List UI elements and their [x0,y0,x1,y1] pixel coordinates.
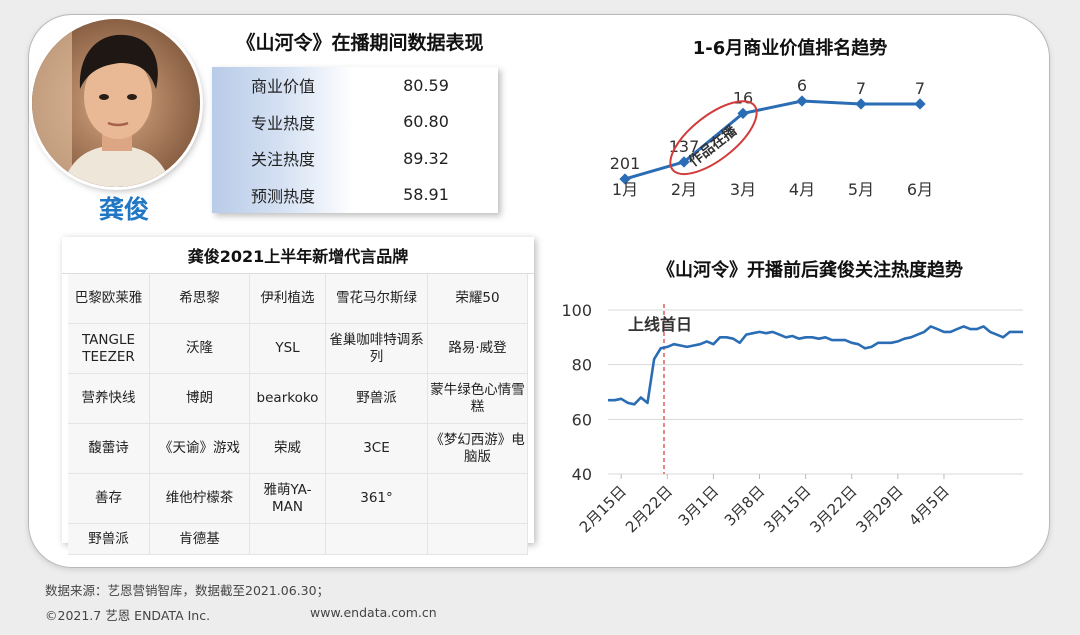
heat-x-tick-label: 2月15日 [576,482,630,536]
brand-cell: TANGLE TEEZER [68,324,150,374]
rank-x-tick-label: 2月 [671,180,697,199]
brand-table: 龚俊2021上半年新增代言品牌 巴黎欧莱雅 希思黎 伊利植选 雪花马尔斯绿 荣耀50 TA… [62,237,534,555]
brand-cell [250,524,326,555]
metric-row: 关注热度 89.32 [212,140,498,177]
brand-cell: 巴黎欧莱雅 [68,274,150,324]
rank-x-tick-label: 4月 [789,180,815,199]
portrait-image [32,19,200,187]
brand-cell: 沃隆 [150,324,250,374]
heat-y-tick-label: 80 [572,356,592,375]
brand-cell: 伊利植选 [250,274,326,324]
performance-table: 商业价值 80.59 专业热度 60.80 关注热度 89.32 预测热度 58… [212,67,498,213]
metric-label: 商业价值 [250,77,315,97]
rank-data-label: 16 [733,88,753,107]
brand-cell: 雪花马尔斯绿 [326,274,428,324]
rank-x-tick-label: 3月 [730,180,756,199]
brand-cell: 野兽派 [326,374,428,424]
footer-source: 数据来源：艺恩营销智库，数据截至2021.06.30； [45,583,330,598]
heat-annotation: 上线首日 [628,315,692,334]
brand-cell: 希思黎 [150,274,250,324]
brand-cell: 馥蕾诗 [68,424,150,474]
metric-label: 关注热度 [250,150,315,170]
rank-data-label: 201 [610,154,641,173]
brand-cell: 博朗 [150,374,250,424]
avatar [32,19,200,187]
heat-x-tick-label: 3月15日 [760,482,814,536]
metric-label: 专业热度 [250,113,315,133]
heat-y-tick-label: 60 [572,410,592,429]
metric-label: 预测热度 [250,186,315,206]
brand-cell: 善存 [68,474,150,524]
brand-cell: 雀巢咖啡特调系列 [326,324,428,374]
rank-data-label: 137 [669,137,700,156]
heat-x-tick-label: 3月29日 [852,482,906,536]
brand-cell [326,524,428,555]
brand-cell: 361° [326,474,428,524]
rank-data-label: 7 [915,79,925,98]
rank-data-label: 6 [797,76,807,95]
brand-cell: 荣耀50 [428,274,528,324]
brand-cell: 《天谕》游戏 [150,424,250,474]
metric-row: 商业价值 80.59 [212,67,498,104]
brand-cell [428,524,528,555]
brand-cell: 野兽派 [68,524,150,555]
person-name: 龚俊 [98,195,149,224]
heat-line [608,325,1023,406]
brand-cell: 蒙牛绿色心情雪糕 [428,374,528,424]
brand-cell: 雅萌YA-MAN [250,474,326,524]
rank-point [914,98,926,110]
metric-row: 预测热度 58.91 [212,177,498,214]
brand-cell: 路易·威登 [428,324,528,374]
performance-title: 《山河令》在播期间数据表现 [236,32,484,54]
heat-x-tick-label: 4月5日 [905,482,952,529]
brand-cell: 荣威 [250,424,326,474]
heat-y-tick-label: 40 [572,465,592,484]
heat-x-tick-label: 3月1日 [675,482,722,529]
brand-cell [428,474,528,524]
metric-value: 60.80 [403,112,449,132]
metric-value: 80.59 [403,75,449,95]
rank-x-tick-label: 1月 [612,180,638,199]
rank-data-label: 7 [856,79,866,98]
heat-chart-title: 《山河令》开播前后龚俊关注热度趋势 [657,260,963,281]
rank-point [796,95,808,107]
brand-cell: bearkoko [250,374,326,424]
heat-chart: 4060801002月15日2月22日3月1日3月8日3月15日3月22日3月2… [561,301,1023,536]
rank-point [678,156,690,168]
footer-website: www.endata.com.cn [310,605,437,620]
rank-x-tick-label: 5月 [848,180,874,199]
brand-cell: 营养快线 [68,374,150,424]
rank-x-tick-label: 6月 [907,180,933,199]
heat-x-tick-label: 2月22日 [622,482,676,536]
metric-value: 58.91 [403,185,449,205]
footer-copyright: ©2021.7 艺恩 ENDATA Inc. [45,608,211,623]
brand-cell: 3CE [326,424,428,474]
annotation-ellipse [669,100,758,176]
brand-grid: 巴黎欧莱雅 希思黎 伊利植选 雪花马尔斯绿 荣耀50 TANGLE TEEZER 沃隆 YSL… [62,274,534,555]
heat-y-tick-label: 100 [561,301,592,320]
metric-value: 89.32 [403,148,449,168]
brand-cell: YSL [250,324,326,374]
rank-chart-title: 1-6月商业价值排名趋势 [692,38,888,59]
brand-cell: 维他柠檬茶 [150,474,250,524]
metric-row: 专业热度 60.80 [212,104,498,141]
rank-point [855,98,867,110]
brand-cell: 《梦幻西游》电脑版 [428,424,528,474]
brand-table-title: 龚俊2021上半年新增代言品牌 [62,237,534,274]
brand-cell: 肯德基 [150,524,250,555]
rank-line [624,99,920,181]
heat-x-tick-label: 3月22日 [806,482,860,536]
